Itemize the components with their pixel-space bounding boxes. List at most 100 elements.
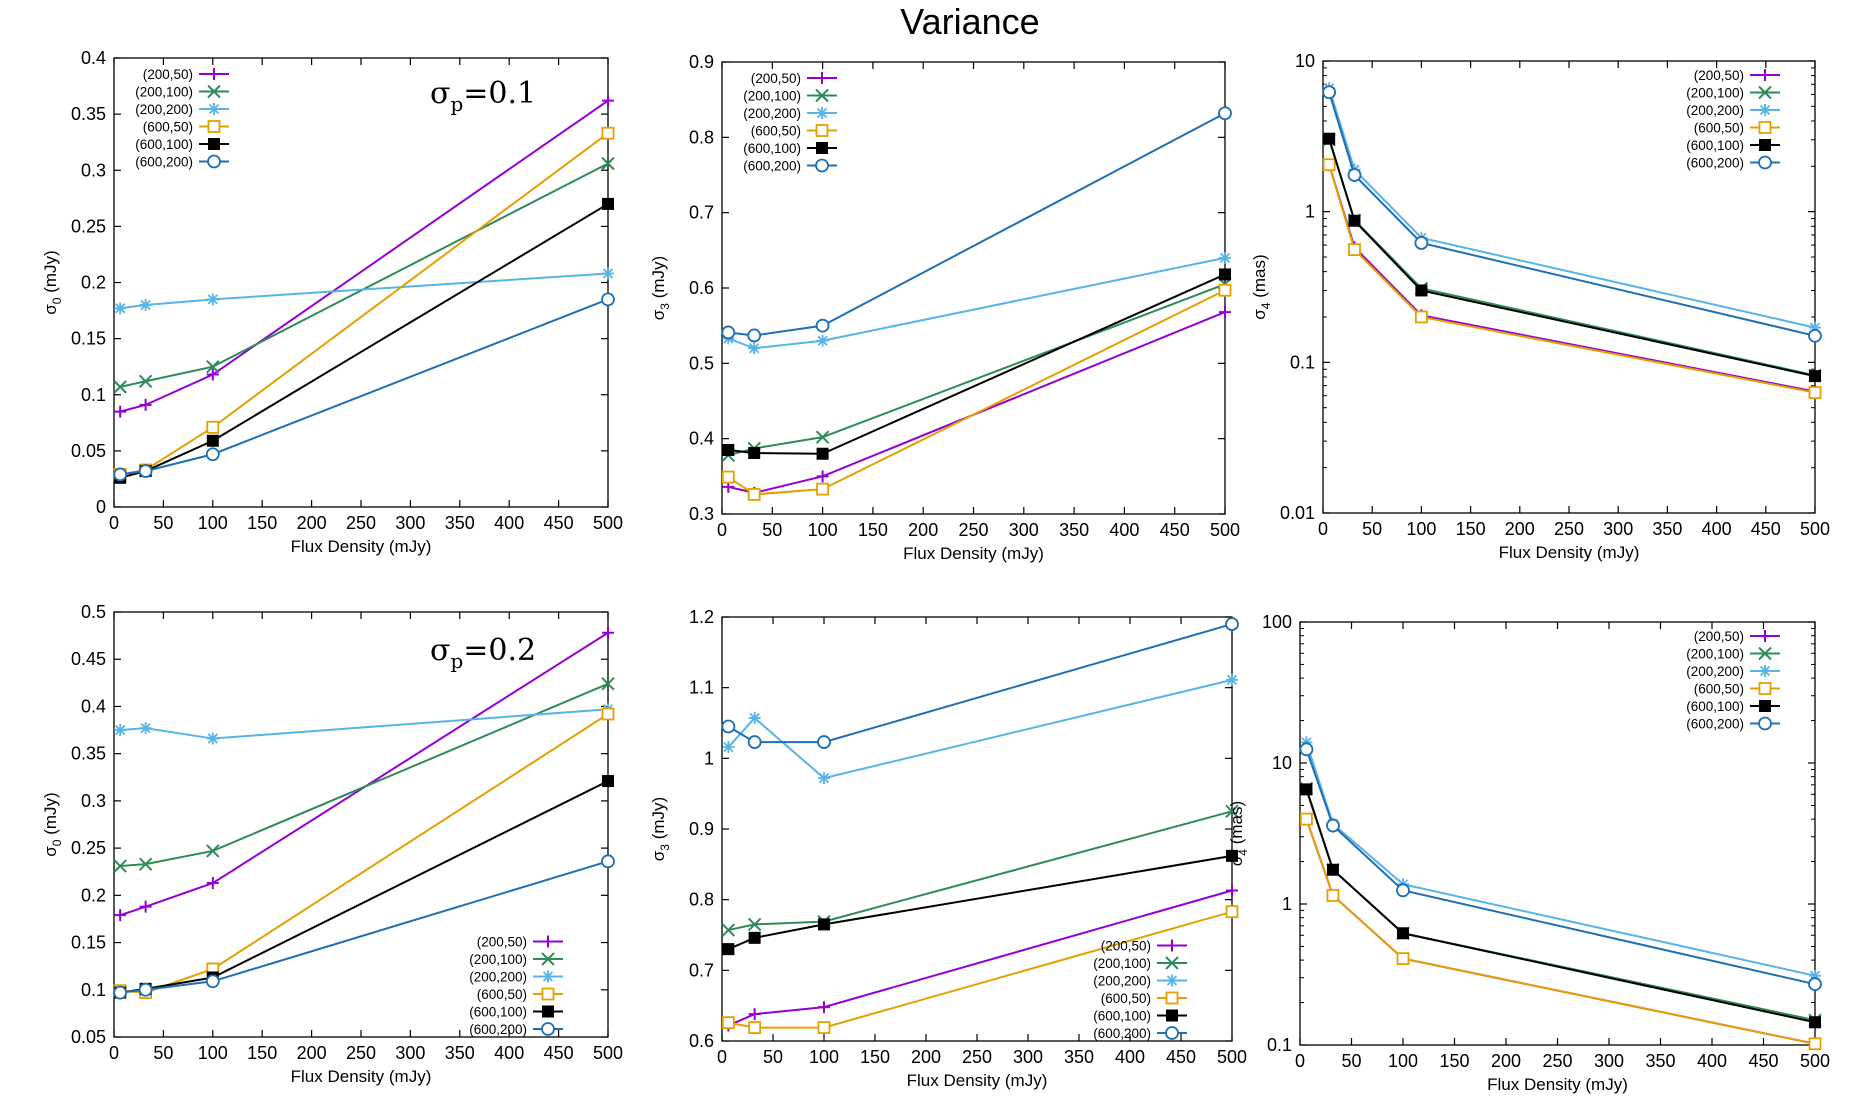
y-axis-label-symbol: σ <box>1227 855 1246 866</box>
x-tick-label: 300 <box>1603 519 1633 539</box>
legend-marker-(200,200) <box>208 103 220 115</box>
y-tick-label: 0.5 <box>689 353 714 373</box>
x-tick-label: 150 <box>247 513 277 533</box>
data-point-(200,100) <box>113 380 127 394</box>
y-tick-label: 0.1 <box>81 980 106 1000</box>
y-axis-label-unit: (mJy) <box>41 792 60 839</box>
legend-marker-(600,200) <box>541 1022 555 1036</box>
x-tick-label: 350 <box>1645 1051 1675 1071</box>
x-tick-label: 500 <box>1800 1051 1830 1071</box>
x-tick-label: 300 <box>1594 1051 1624 1071</box>
y-tick-label: 1 <box>1282 894 1292 914</box>
legend-label: (200,200) <box>1686 103 1744 118</box>
data-point-(200,50) <box>139 900 152 913</box>
data-point-(600,100) <box>1323 132 1336 145</box>
legend-marker-(200,100) <box>815 88 829 103</box>
series-line-(600,100) <box>728 273 1226 455</box>
y-axis-label: σ3 (mJy) <box>649 256 672 320</box>
y-tick-label: 0.7 <box>689 203 714 223</box>
legend-label: (200,50) <box>1694 629 1744 644</box>
legend-marker-(600,100) <box>542 1005 554 1018</box>
x-axis-label: Flux Density (mJy) <box>907 1071 1048 1090</box>
y-tick-label: 0.3 <box>689 504 714 524</box>
series-line-(200,50) <box>119 631 609 917</box>
legend-label: (600,50) <box>1694 121 1744 136</box>
data-point-(200,200) <box>114 724 127 737</box>
y-tick-label: 0.6 <box>689 1031 714 1051</box>
data-point-(200,200) <box>602 267 614 280</box>
data-point-(600,200) <box>113 467 128 482</box>
series-line-(600,50) <box>1305 818 1816 1045</box>
series-line-(200,50) <box>119 99 609 413</box>
legend-label: (600,200) <box>135 155 193 170</box>
x-axis-label: Flux Density (mJy) <box>1487 1075 1628 1094</box>
data-point-(600,200) <box>721 719 736 734</box>
data-point-(200,200) <box>114 302 127 315</box>
data-point-(600,100) <box>1300 783 1313 796</box>
legend-marker-(200,200) <box>816 107 828 119</box>
x-tick-label: 500 <box>593 1043 623 1063</box>
data-point-(600,200) <box>1808 328 1822 343</box>
data-point-(600,50) <box>747 488 761 501</box>
legend-marker-(200,100) <box>1758 85 1772 100</box>
x-tick-label: 400 <box>494 1043 524 1063</box>
legend-label: (600,200) <box>1093 1026 1151 1041</box>
x-tick-label: 450 <box>544 513 574 533</box>
series-line-(200,100) <box>119 162 609 388</box>
y-axis-label-symbol: σ <box>41 846 60 857</box>
y-tick-label: 0.8 <box>689 890 714 910</box>
series-line-(600,50) <box>120 132 609 476</box>
legend-marker-(200,50) <box>1759 630 1771 642</box>
data-point-(600,200) <box>205 447 220 462</box>
legend-marker-(600,50) <box>207 120 221 133</box>
series-line-(600,200) <box>727 623 1233 744</box>
y-axis-label-unit: (mas) <box>1227 801 1246 849</box>
legend-marker-(600,100) <box>1759 700 1771 712</box>
legend: (200,50) (200,100) (200,200) (600,50) (600,1… <box>743 71 837 174</box>
y-axis-label: σ4 (mas) <box>1250 254 1273 319</box>
data-point-(600,50) <box>721 470 735 484</box>
data-point-(600,50) <box>206 420 220 434</box>
data-point-(600,50) <box>601 707 615 721</box>
data-point-(200,200) <box>1809 969 1821 982</box>
sigma-p-annotation: σp=0.1 <box>430 76 536 116</box>
y-tick-label: 0.25 <box>71 838 106 858</box>
legend-label: (200,100) <box>743 89 801 104</box>
data-point-(200,200) <box>139 298 152 311</box>
data-point-(200,50) <box>748 1008 761 1021</box>
legend-label: (600,200) <box>1686 156 1744 171</box>
legend-label: (200,50) <box>751 71 801 86</box>
y-axis-label-unit: (mJy) <box>649 256 668 303</box>
series-line-(200,50) <box>728 311 1226 494</box>
legend-label: (600,50) <box>143 120 193 135</box>
x-tick-label: 300 <box>395 513 425 533</box>
data-point-(600,200) <box>205 974 220 989</box>
chart-panel-6: 0 50 100 150 200 250 300 350 400 450 500 0.1 1 10 100 F… <box>1227 612 1830 1094</box>
series-line-(600,100) <box>727 854 1233 951</box>
legend-label: (200,50) <box>1101 939 1151 954</box>
legend-marker-(200,50) <box>542 935 554 948</box>
data-point-(600,200) <box>721 325 736 340</box>
y-tick-label: 1.2 <box>689 607 714 627</box>
x-tick-label: 50 <box>762 520 782 540</box>
data-point-(600,50) <box>1348 243 1361 257</box>
y-axis-label-subscript: 4 <box>1236 849 1250 856</box>
data-point-(600,100) <box>722 443 735 456</box>
y-tick-label: 0.8 <box>689 127 714 147</box>
x-tick-label: 200 <box>908 520 938 540</box>
data-point-(200,200) <box>1300 736 1313 749</box>
x-tick-label: 0 <box>1295 1051 1305 1071</box>
y-tick-label: 0.2 <box>81 273 106 293</box>
data-point-(200,100) <box>815 430 830 444</box>
data-point-(200,50) <box>114 405 127 418</box>
x-tick-label: 200 <box>297 1043 327 1063</box>
x-tick-label: 400 <box>1702 519 1732 539</box>
data-point-(600,50) <box>1225 905 1239 919</box>
data-point-(600,200) <box>1347 168 1362 182</box>
x-tick-label: 200 <box>911 1047 941 1067</box>
x-tick-label: 150 <box>858 520 888 540</box>
series-line-(600,200) <box>1328 91 1816 337</box>
data-point-(200,50) <box>1226 884 1238 897</box>
x-tick-label: 350 <box>1652 519 1682 539</box>
series-line-(200,100) <box>1305 788 1816 1022</box>
